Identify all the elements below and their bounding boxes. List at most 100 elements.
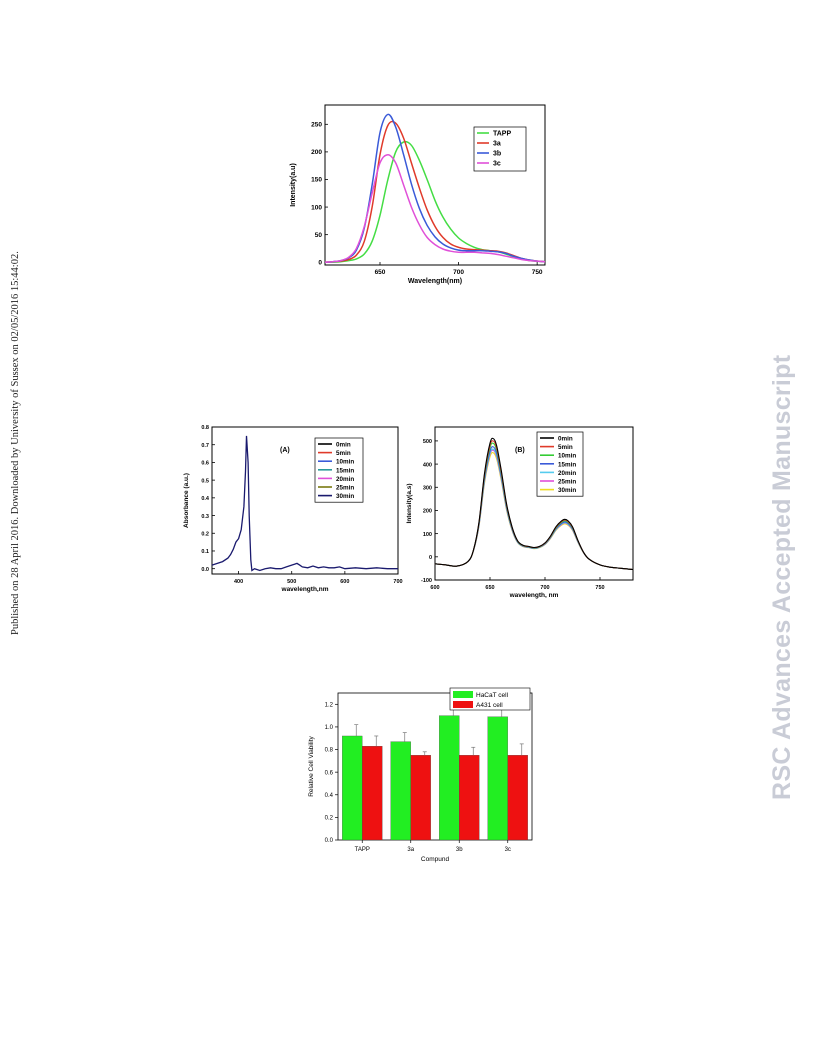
y-tick-label: 400 bbox=[423, 462, 432, 468]
legend-entry: 25min bbox=[558, 479, 576, 486]
journal-watermark: RSC Advances Accepted Manuscript bbox=[768, 354, 796, 800]
series-line-3c bbox=[324, 153, 546, 263]
series-line-5min bbox=[434, 440, 634, 571]
y-axis-label: Intensity(a.u) bbox=[290, 163, 297, 207]
y-tick-label: 0 bbox=[429, 555, 432, 561]
legend-entry: TAPP bbox=[493, 131, 511, 138]
x-axis-label: Compund bbox=[421, 856, 450, 863]
legend-entry: 10min bbox=[558, 453, 576, 460]
bar-a431-tapp bbox=[362, 745, 383, 841]
x-tick-label: 750 bbox=[595, 585, 604, 591]
series-line-30min bbox=[211, 435, 398, 572]
bar-hacat-3b bbox=[439, 715, 460, 841]
legend-swatch bbox=[453, 691, 473, 698]
legend-entry: 25min bbox=[336, 485, 354, 492]
x-tick-label: 600 bbox=[430, 585, 439, 591]
plot-frame bbox=[434, 426, 634, 581]
y-tick-label: 1.0 bbox=[325, 725, 334, 731]
y-tick-label: 500 bbox=[423, 439, 432, 445]
panel-label: (A) bbox=[280, 447, 290, 454]
y-tick-label: 0.6 bbox=[201, 461, 209, 467]
y-tick-label: 0.4 bbox=[325, 793, 334, 799]
x-axis-label: wavelength, nm bbox=[509, 592, 559, 599]
x-tick-label: 3a bbox=[407, 847, 414, 853]
x-tick-label: 400 bbox=[234, 579, 243, 585]
legend-entry: 30min bbox=[558, 487, 576, 494]
y-tick-label: 0.8 bbox=[201, 425, 209, 431]
plot-frame bbox=[324, 104, 546, 266]
intensity-time-chart: 600 650 700 750 -100 0 100 200 300 400 500 waveleng… bbox=[406, 426, 634, 599]
y-tick-label: 0.6 bbox=[325, 770, 334, 776]
legend-entry: A431 cell bbox=[476, 702, 503, 709]
legend-swatch bbox=[453, 701, 473, 708]
y-tick-label: 0 bbox=[318, 259, 322, 266]
publication-side-note: Published on 28 April 2016. Downloaded b… bbox=[0, 0, 21, 635]
x-axis-label: wavelength,nm bbox=[281, 586, 329, 593]
y-axis-label: Intensity(a.s) bbox=[406, 483, 413, 523]
y-tick-label: -100 bbox=[421, 578, 432, 584]
legend-entry: 30min bbox=[336, 493, 354, 500]
x-tick-label: 600 bbox=[340, 579, 349, 585]
y-axis-label: Absorbance (a.u.) bbox=[183, 473, 190, 528]
x-tick-label: 650 bbox=[375, 269, 386, 276]
legend-entry: 3a bbox=[493, 141, 501, 148]
y-tick-label: 0.2 bbox=[325, 816, 334, 822]
y-tick-label: 0.8 bbox=[325, 748, 334, 754]
series-line-15min bbox=[434, 446, 634, 571]
bar-hacat-3c bbox=[487, 716, 508, 841]
y-tick-label: 1.2 bbox=[325, 703, 334, 709]
y-tick-label: 100 bbox=[423, 532, 432, 538]
legend-entry: 15min bbox=[558, 461, 576, 468]
y-tick-label: 200 bbox=[423, 509, 432, 515]
x-tick-label: 700 bbox=[393, 579, 402, 585]
x-tick-label: 3c bbox=[505, 847, 511, 853]
legend-entry: HaCaT cell bbox=[476, 692, 509, 699]
y-tick-label: 50 bbox=[315, 232, 323, 239]
x-tick-label: 650 bbox=[485, 585, 494, 591]
bar-hacat-tapp bbox=[342, 735, 363, 841]
x-tick-label: 700 bbox=[453, 269, 464, 276]
x-tick-label: TAPP bbox=[355, 847, 370, 853]
series-line-25min bbox=[434, 449, 634, 571]
legend-entry: 5min bbox=[558, 444, 573, 451]
y-tick-label: 100 bbox=[311, 204, 322, 211]
x-tick-label: 700 bbox=[540, 585, 549, 591]
series-line-20min bbox=[434, 448, 634, 571]
legend-entry: 15min bbox=[336, 467, 354, 474]
panel-label: (B) bbox=[515, 447, 525, 454]
cell-viability-bar-chart: 0.0 0.2 0.4 0.6 0.8 1.0 1.2 TAPP 3a 3b 3c Compund Re… bbox=[308, 687, 533, 863]
legend-entry: 20min bbox=[336, 476, 354, 483]
series-line-0min bbox=[434, 437, 634, 571]
y-tick-label: 250 bbox=[311, 122, 322, 129]
series-line-10min bbox=[434, 442, 634, 571]
y-axis-label: Relative Cell Viability bbox=[308, 735, 315, 796]
y-tick-label: 300 bbox=[423, 485, 432, 491]
legend-entry: 3b bbox=[493, 151, 501, 158]
legend: TAPP 3a 3b 3c bbox=[473, 126, 527, 172]
y-tick-label: 0.5 bbox=[201, 478, 209, 484]
plot-frame bbox=[211, 426, 399, 575]
bar-a431-3c bbox=[507, 755, 528, 841]
legend-entry: 3c bbox=[493, 161, 501, 168]
y-tick-label: 200 bbox=[311, 149, 322, 156]
y-tick-label: 0.4 bbox=[201, 496, 210, 502]
series-line-30min bbox=[434, 452, 634, 571]
legend: HaCaT cell A431 cell bbox=[449, 687, 531, 711]
y-tick-label: 0.1 bbox=[201, 549, 209, 555]
legend-entry: 0min bbox=[558, 436, 573, 443]
legend-entry: 10min bbox=[336, 459, 354, 466]
y-tick-label: 0.0 bbox=[325, 838, 334, 844]
x-axis-label: Wavelength(nm) bbox=[408, 278, 462, 285]
y-tick-label: 0.3 bbox=[201, 514, 209, 520]
bar-a431-3a bbox=[410, 755, 431, 841]
legend-entry: 0min bbox=[336, 442, 351, 449]
publication-note-text: Published on 28 April 2016. Downloaded b… bbox=[10, 251, 21, 635]
emission-spectra-chart: 650 700 750 0 50 100 150 200 250 Wavelength(nm) In… bbox=[290, 104, 546, 285]
x-tick-label: 750 bbox=[532, 269, 543, 276]
x-tick-label: 3b bbox=[456, 847, 463, 853]
y-tick-label: 0.0 bbox=[201, 567, 209, 573]
bar-a431-3b bbox=[459, 755, 480, 841]
legend-entry: 5min bbox=[336, 450, 351, 457]
